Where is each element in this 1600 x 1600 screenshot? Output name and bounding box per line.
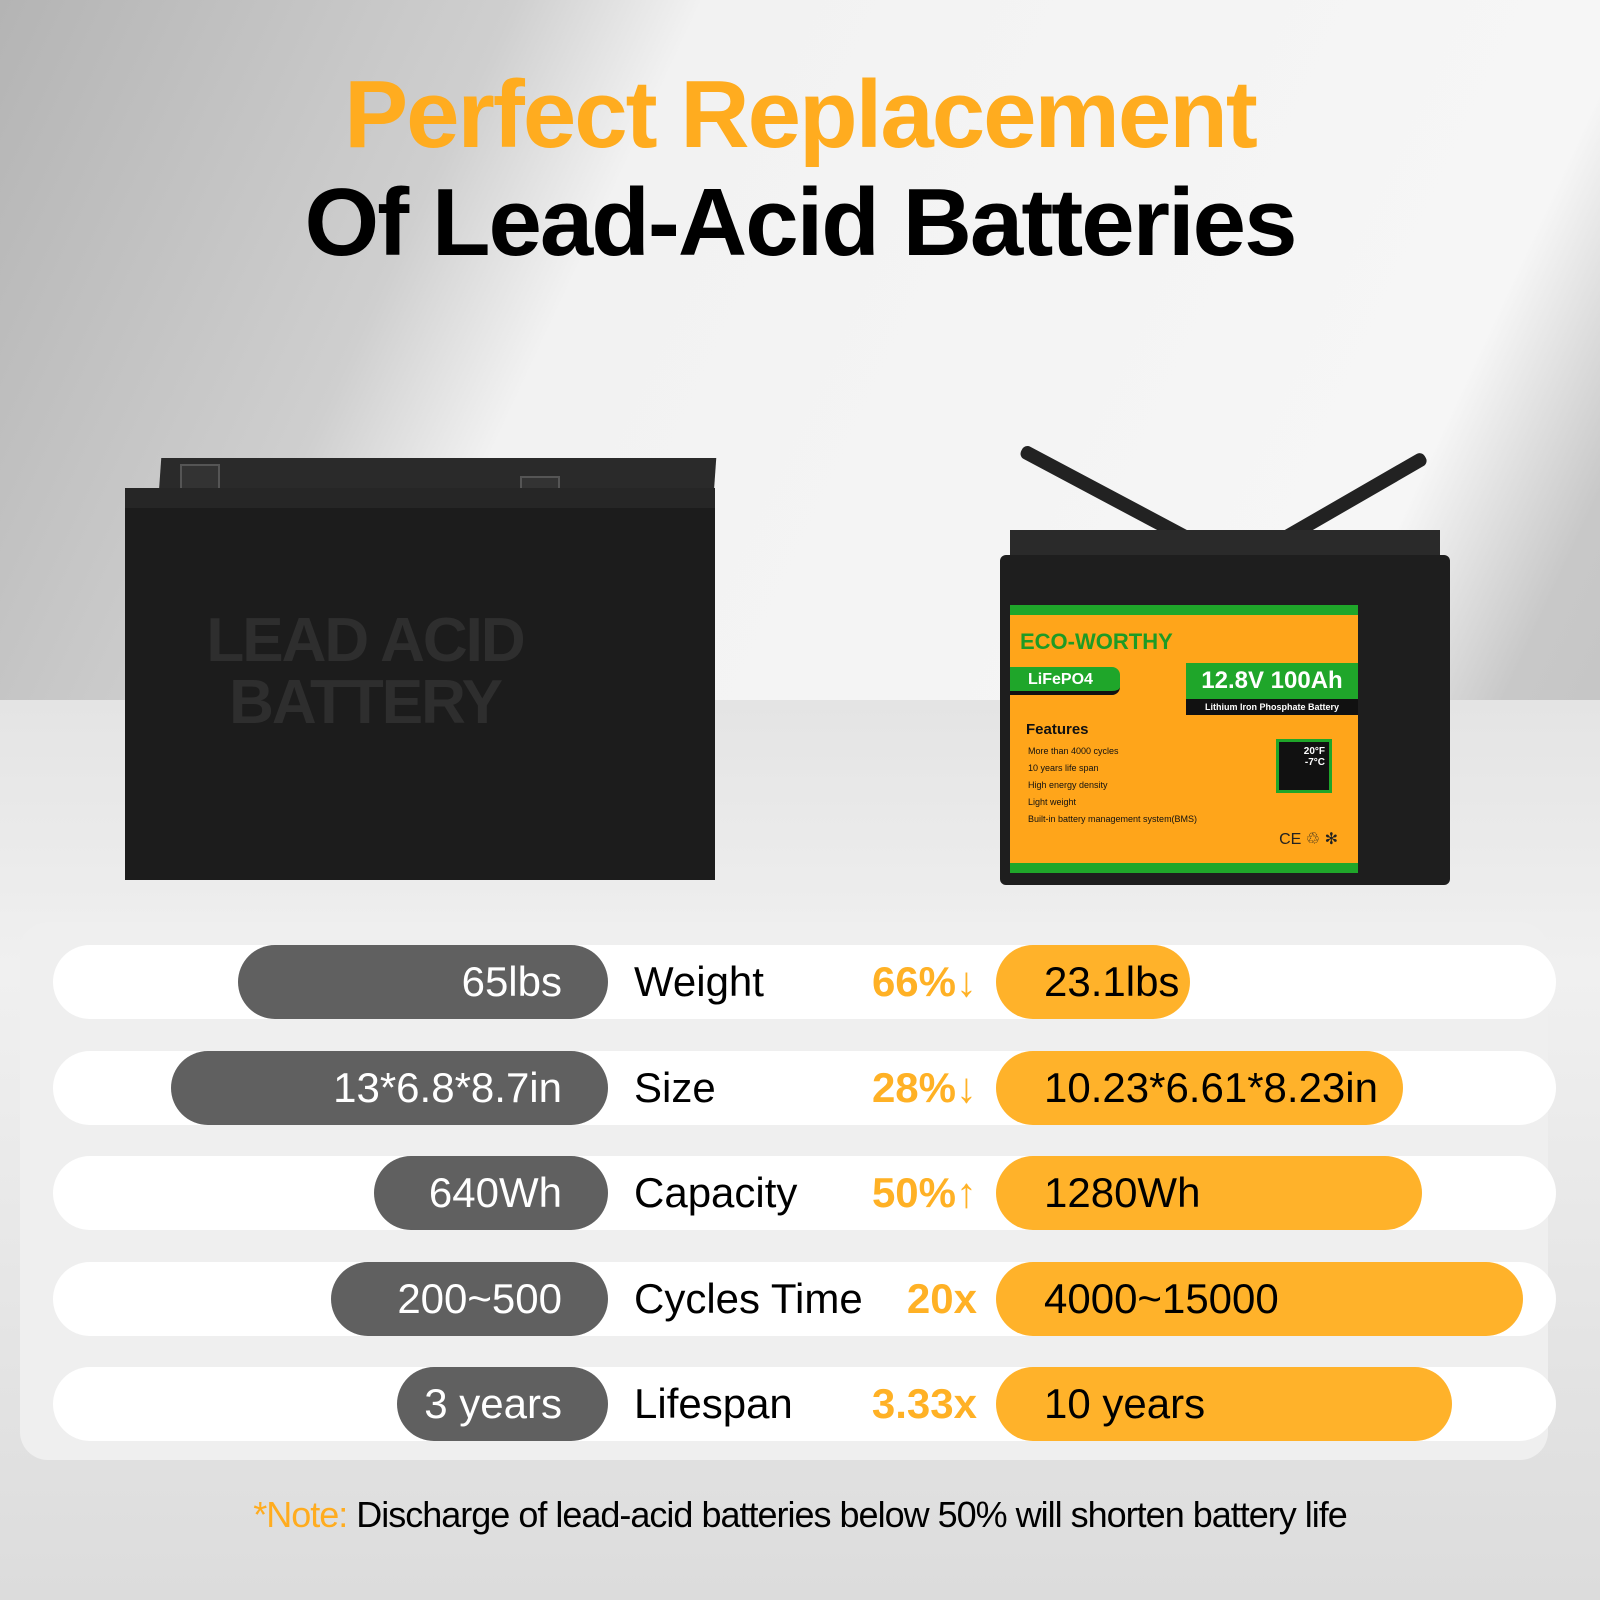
lifepo4-value: 10.23*6.61*8.23in (996, 1050, 1403, 1125)
comparison-row: 3 years Lifespan 3.33x 10 years (53, 1367, 1556, 1441)
comparison-row: 13*6.8*8.7in Size 28%↓ 10.23*6.61*8.23in (53, 1050, 1556, 1125)
improvement-ratio: 3.33x (871, 1380, 977, 1427)
lead-battery-label: LEAD ACID BATTERY (206, 606, 525, 737)
battery-label: ECO-WORTHY LiFePO4 12.8V 100Ah Lithium I… (1010, 605, 1358, 873)
metric-label: Lifespan (634, 1380, 793, 1427)
comparison-row: 65lbs Weight 66%↓ 23.1lbs (53, 945, 1556, 1019)
comparison-row: 640Wh Capacity 50%↑ 1280Wh (53, 1156, 1556, 1230)
feature-item: Light weight (1028, 797, 1077, 807)
headline-line2: Of Lead-Acid Batteries (304, 169, 1298, 276)
metric-label: Weight (634, 958, 764, 1005)
chemistry-tag: LiFePO4 (1010, 667, 1120, 695)
improvement-ratio: 28%↓ (871, 1063, 977, 1111)
brand-logo: ECO-WORTHY (1020, 629, 1173, 654)
footnote: *Note: Discharge of lead-acid batteries … (253, 1494, 1348, 1535)
improvement-ratio: 66%↓ (871, 958, 977, 1005)
lifepo4-value: 23.1lbs (996, 945, 1190, 1019)
feature-item: More than 4000 cycles (1028, 746, 1119, 756)
comparison-panel: 65lbs Weight 66%↓ 23.1lbs 13*6.8*8.7in Si… (20, 922, 1556, 1460)
feature-item: High energy density (1028, 780, 1108, 790)
lead-acid-value: 65lbs (238, 945, 608, 1019)
lifepo4-value: 10 years (996, 1367, 1452, 1441)
thermometer-icon: 20°F -7°C (1276, 739, 1332, 793)
feature-item: Built-in battery management system(BMS) (1028, 814, 1198, 824)
improvement-ratio: 20x (906, 1274, 977, 1322)
lead-acid-value: 640Wh (374, 1156, 608, 1230)
lead-acid-value: 3 years (397, 1367, 608, 1441)
features-list: More than 4000 cycles 10 years life span… (1028, 743, 1197, 828)
comparison-row: 200~500 Cycles Time 20x 4000~15000 (53, 1261, 1556, 1336)
lead-acid-value: 13*6.8*8.7in (171, 1050, 608, 1125)
improvement-ratio: 50%↑ (871, 1169, 977, 1216)
certification-icons: CE ♲ ✻ (1279, 831, 1338, 848)
metric-label: Size (634, 1063, 716, 1111)
spec-sublabel: Lithium Iron Phosphate Battery (1186, 699, 1358, 715)
lifepo4-value: 4000~15000 (996, 1261, 1523, 1336)
lifepo4-value: 1280Wh (996, 1156, 1422, 1230)
spec-label: 12.8V 100Ah (1186, 663, 1358, 699)
lead-acid-value: 200~500 (331, 1261, 608, 1336)
headline-line1: Perfect Replacement (344, 61, 1258, 168)
feature-item: 10 years life span (1028, 763, 1099, 773)
metric-label: Capacity (634, 1169, 798, 1216)
metric-label: Cycles Time (634, 1274, 863, 1322)
features-title: Features (1026, 721, 1089, 738)
